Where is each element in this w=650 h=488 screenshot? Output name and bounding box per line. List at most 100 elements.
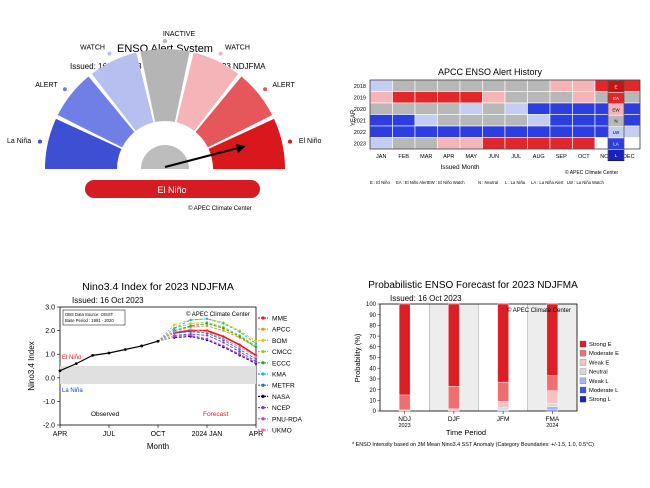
plume-observed-label: Observed xyxy=(91,411,120,418)
prob-legend-swatch-moderate-l xyxy=(579,386,587,394)
history-month-feb: FEB xyxy=(398,154,409,160)
plume-series-bom xyxy=(174,318,257,342)
prob-xtick-label-jfm-2: JFM xyxy=(497,416,510,423)
plume-legend: MME APCC BOM CMCC ECCC KMA METFR NASA NCEP PNU-RD… xyxy=(258,316,303,435)
history-legend-text: E : El Niño EA : El Niño Alert EW : El Niñ… xyxy=(370,180,604,185)
history-cell-2018-apr xyxy=(437,79,461,92)
prob-legend-label-moderate-e: Moderate E xyxy=(589,351,619,357)
history-grid: 2018 2019 2020 2021 2022 2023 JAN FEB MAR APR MAY J… xyxy=(354,79,641,160)
prob-ytick-label-60: 60 xyxy=(369,345,376,351)
history-cell-2021-jan xyxy=(369,114,393,127)
history-year-2021: 2021 xyxy=(354,119,366,125)
history-cell-2021-may xyxy=(459,114,483,127)
plume-legend-marker-kma xyxy=(261,372,265,376)
plume-series-eccc xyxy=(174,323,257,348)
history-cell-2023-mar xyxy=(414,137,438,150)
plume-connector-nasa xyxy=(157,337,175,342)
plume-point-pnu-rda-5 xyxy=(254,361,258,364)
history-month-nov: NOV xyxy=(600,154,612,160)
plume-legend-label-bom: BOM xyxy=(272,338,287,345)
history-cell-2019-mar xyxy=(414,91,438,104)
plume-xtick-label-apr: APR xyxy=(249,431,263,438)
gauge-dot-3 xyxy=(163,39,167,43)
history-cell-2022-sep xyxy=(549,125,573,138)
prob-legend-label-strong-l: Strong L xyxy=(589,397,612,403)
history-cell-2019-jul xyxy=(504,91,528,104)
prob-legend: Strong E Moderate E Weak E Neutral Weak L Mod… xyxy=(579,340,619,403)
plume-legend-label-eccc: ECCC xyxy=(272,360,291,367)
history-month-jan: JAN xyxy=(376,154,386,160)
history-cell-2018-sep xyxy=(549,79,573,92)
plume-point-ukmo-3 xyxy=(222,337,225,341)
plume-legend-label-ukmo: UKMO xyxy=(272,428,292,435)
plume-note-box xyxy=(62,309,126,326)
prob-ytick-label-100: 100 xyxy=(366,302,377,308)
history-cell-2020-feb xyxy=(392,102,416,115)
prob-ytick-label-40: 40 xyxy=(369,366,376,372)
prob-ytick-label-0: 0 xyxy=(373,409,377,415)
history-cell-2020-jan xyxy=(369,102,393,115)
plume-legend-label-cmcc: CMCC xyxy=(272,349,292,356)
plume-legend-marker-metfr xyxy=(261,383,265,387)
plume-legend-label-ncep: NCEP xyxy=(272,405,291,412)
prob-legend-swatch-strong-e xyxy=(579,340,587,348)
history-cell-2022-jun xyxy=(482,125,506,138)
plume-series-metfr xyxy=(174,331,257,360)
gauge-segment-alert-5 xyxy=(195,76,273,148)
plume-xtick-label-jul: JUL xyxy=(103,431,116,438)
prob-legend-label-neutral: Neutral xyxy=(589,370,608,376)
plume-point-ukmo-0 xyxy=(173,330,176,333)
history-year-2019: 2019 xyxy=(354,96,366,102)
plume-legend-label-kma: KMA xyxy=(272,372,287,379)
history-month-aug: AUG xyxy=(533,154,545,160)
prob-legend-swatch-strong-l xyxy=(579,396,587,403)
plume-point-ncep-3 xyxy=(222,341,225,344)
plume-xtick-label-2024-jan: 2024 JAN xyxy=(192,431,223,438)
history-year-2023: 2023 xyxy=(354,142,366,148)
plume-observed-point-3 xyxy=(107,351,111,355)
prob-legend-swatch-weak-l xyxy=(579,377,587,384)
gauge-status-text: El Niño xyxy=(157,185,186,195)
history-legend: E EA EW N LW LA L xyxy=(607,80,625,162)
gauge-label-alert-1: ALERT xyxy=(35,82,58,89)
prob-panel: Probabilistic ENSO Forecast for 2023 NDJ… xyxy=(352,280,619,448)
prob-bar-strong-e-2 xyxy=(497,303,509,383)
gauge-label-la-ni-a-0: La Niña xyxy=(7,138,31,145)
plume-point-mme-3 xyxy=(222,335,225,338)
history-cell-2018-jun xyxy=(482,79,506,92)
history-legend-frame xyxy=(607,80,625,162)
plume-legend-marker-eccc xyxy=(261,361,265,365)
prob-title: Probabilistic ENSO Forecast for 2023 NDJ… xyxy=(368,280,578,291)
prob-legend-label-strong-e: Strong E xyxy=(589,342,612,348)
plume-point-apcc-2 xyxy=(205,324,209,328)
history-legend-code-ea: EA xyxy=(613,96,619,101)
gauge-segment-la-ni-a-0 xyxy=(45,118,122,169)
plume-forecast-label: Forecast xyxy=(203,411,228,418)
plume-point-ukmo-1 xyxy=(189,328,192,331)
plume-point-ukmo-2 xyxy=(205,330,209,333)
plume-point-kma-3 xyxy=(222,322,225,325)
prob-xtick-label-djf-1: DJF xyxy=(448,416,460,423)
history-month-oct: OCT xyxy=(578,154,590,160)
plume-point-pnu-rda-3 xyxy=(222,344,225,348)
history-year-2018: 2018 xyxy=(354,84,366,90)
gauge-dot-5 xyxy=(263,87,268,92)
plume-point-bom-5 xyxy=(254,340,258,343)
plume-neutral-band xyxy=(60,366,256,384)
history-credit: © APEC Climate Center xyxy=(565,169,618,176)
plume-point-bom-0 xyxy=(173,323,176,326)
prob-bar-moderate-e-1 xyxy=(448,386,460,410)
prob-ytick-label-30: 30 xyxy=(369,377,376,383)
plume-legend-label-metfr: METFR xyxy=(272,383,295,390)
plume-ylabel: Nino3.4 Index xyxy=(27,341,36,390)
plume-la-nina-label: La Niña xyxy=(62,388,83,394)
history-title: APCC ENSO Alert History xyxy=(438,67,543,77)
plume-lines xyxy=(58,317,258,373)
prob-bar-strong-e-3 xyxy=(546,303,559,376)
plume-xtick-label-apr: APR xyxy=(53,431,67,438)
gauge-needle-head xyxy=(236,144,246,153)
plume-point-eccc-4 xyxy=(238,335,241,338)
plume-point-kma-2 xyxy=(205,317,209,320)
plume-observed-point-2 xyxy=(91,353,95,357)
plume-point-ncep-2 xyxy=(205,334,209,337)
